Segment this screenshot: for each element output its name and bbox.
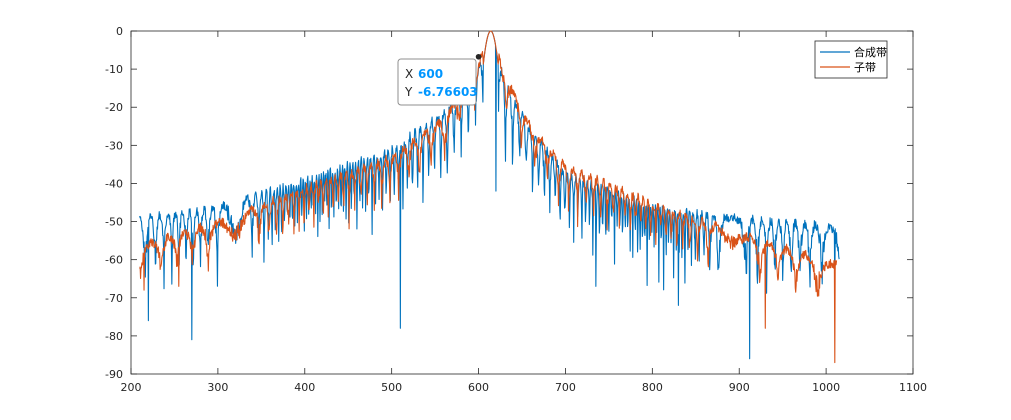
- legend-label-1: 子带: [854, 61, 876, 74]
- x-tick-label: 1100: [899, 381, 927, 394]
- legend-box: [814, 40, 888, 79]
- datatip-x_value: 600: [418, 67, 443, 81]
- x-tick-label: 700: [555, 381, 576, 394]
- y-tick-label: -80: [105, 330, 123, 343]
- y-tick-label: -50: [105, 216, 123, 229]
- datatip: X 600 Y -6.76603: [397, 53, 482, 106]
- plot-box: [130, 30, 914, 375]
- y-tick-label: -10: [105, 63, 123, 76]
- axes: 200 300 400 500 600 700 800 900 1000 1100 0 -10 -20 -…: [105, 25, 927, 394]
- datatip-x_label: X: [405, 67, 413, 81]
- x-tick-label: 1000: [812, 381, 840, 394]
- y-tick-label: -40: [105, 177, 123, 190]
- datatip-y_value: -6.76603: [418, 85, 478, 99]
- series-line-1: [139, 30, 838, 364]
- x-tick-label: 300: [207, 381, 228, 394]
- y-tick-label: -30: [105, 139, 123, 152]
- legend-label-0: 合成带: [854, 45, 887, 59]
- y-tick-label: -20: [105, 101, 123, 114]
- x-tick-label: 900: [729, 381, 750, 394]
- y-tick-label: -60: [105, 254, 123, 267]
- x-tick-label: 800: [642, 381, 663, 394]
- datatip-box: [397, 58, 477, 106]
- plot-area: [139, 30, 840, 364]
- x-tick-label: 200: [121, 381, 142, 394]
- x-tick-label: 400: [294, 381, 315, 394]
- y-tick-label: -90: [105, 368, 123, 381]
- y-tick-label: 0: [116, 25, 123, 38]
- x-tick-label: 600: [468, 381, 489, 394]
- x-tick-label: 500: [381, 381, 402, 394]
- y-tick-label: -70: [105, 292, 123, 305]
- datatip-marker: [475, 53, 482, 60]
- datatip-y_label: Y: [404, 85, 413, 99]
